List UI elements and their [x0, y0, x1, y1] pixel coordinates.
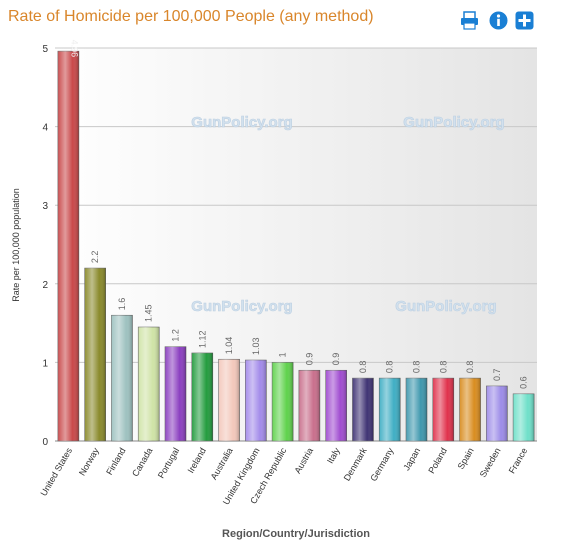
bar-shine: [379, 378, 401, 441]
bar-united-kingdom[interactable]: 1.03: [245, 338, 267, 442]
bar-czech-republic[interactable]: 1: [271, 352, 294, 442]
bar-norway[interactable]: 2.2: [84, 251, 106, 442]
bar-denmark[interactable]: 0.8: [352, 361, 374, 442]
bar-shine: [352, 378, 374, 441]
bar-shine: [165, 346, 186, 441]
bar-shine: [298, 370, 320, 441]
bar-italy[interactable]: 0.9: [325, 353, 347, 442]
value-label: 1: [278, 352, 288, 357]
category-label: Ireland: [186, 446, 208, 475]
category-label: Japan: [401, 446, 422, 472]
value-label: 0.8: [465, 361, 475, 374]
bar-finland[interactable]: 1.6: [111, 298, 133, 442]
bar-shine: [406, 378, 427, 441]
grid-lines: [55, 47, 537, 442]
bar-france[interactable]: 0.6: [512, 376, 535, 442]
bar-shine: [138, 327, 160, 441]
value-label: 0.9: [331, 353, 341, 366]
bar-shine: [57, 51, 79, 441]
category-label: Spain: [456, 446, 476, 471]
value-label: 1.03: [251, 338, 261, 356]
bar-ireland[interactable]: 1.12: [191, 330, 214, 442]
value-label: 1.04: [224, 337, 234, 355]
watermark-text: GunPolicy.org: [403, 114, 504, 131]
bar-japan[interactable]: 0.8: [405, 361, 428, 442]
value-label: 0.7: [492, 368, 502, 381]
category-label: Australia: [209, 446, 235, 481]
plus-icon[interactable]: [515, 11, 534, 30]
value-label: 0.8: [412, 361, 422, 374]
watermark-text: GunPolicy.org: [395, 298, 496, 315]
bar-shine: [191, 352, 213, 441]
bar-germany[interactable]: 0.8: [378, 361, 401, 442]
bar-shine: [245, 360, 267, 441]
value-label: 1.6: [117, 298, 127, 311]
category-label: Canada: [130, 446, 154, 478]
value-label: 0.8: [438, 361, 448, 374]
value-label: 0.6: [519, 376, 529, 389]
category-label: Sweden: [478, 446, 503, 479]
value-label: 2.2: [90, 251, 100, 264]
y-tick-labels: 0 1 2 3 4 5: [42, 44, 48, 448]
y-tick-label: 0: [42, 437, 48, 448]
value-label: 1.45: [144, 304, 154, 322]
y-tick-label: 1: [42, 358, 48, 369]
info-icon[interactable]: [489, 11, 508, 30]
category-label: Germany: [368, 446, 395, 483]
bar-sweden[interactable]: 0.7: [486, 368, 508, 442]
category-label: Italy: [325, 446, 342, 466]
y-axis-label: Rate per 100,000 population: [11, 188, 21, 302]
bar-shine: [513, 393, 535, 441]
category-label: Norway: [77, 446, 101, 478]
bar-spain[interactable]: 0.8: [459, 361, 481, 442]
bar-canada[interactable]: 1.45: [137, 304, 160, 442]
value-label: 1.2: [171, 329, 181, 342]
value-label: 0.9: [304, 353, 314, 366]
plot-area: [55, 48, 537, 441]
chart-title: Rate of Homicide per 100,000 People (any…: [8, 8, 374, 25]
bar-poland[interactable]: 0.8: [432, 361, 455, 442]
bar-shine: [325, 370, 347, 441]
bar-shine: [432, 378, 454, 441]
bar-shine: [459, 378, 481, 441]
bar-shine: [84, 268, 106, 441]
watermarks: GunPolicy.org GunPolicy.org GunPolicy.org G…: [191, 114, 505, 316]
category-label: Finland: [104, 446, 127, 477]
watermark-text: GunPolicy.org: [191, 114, 292, 131]
category-label: Denmark: [342, 446, 369, 483]
bar-united-states[interactable]: 4.96: [57, 40, 79, 442]
value-label: 1.12: [197, 330, 207, 348]
y-tick-label: 3: [42, 201, 48, 212]
watermark-text: GunPolicy.org: [191, 298, 292, 315]
bar-shine: [272, 362, 294, 441]
x-tick-labels: United States Norway Finland Canada Portugal…: [38, 446, 529, 507]
bar-portugal[interactable]: 1.2: [164, 329, 187, 442]
category-label: France: [507, 446, 530, 475]
value-label: 0.8: [385, 361, 395, 374]
category-label: Austria: [292, 446, 315, 475]
y-tick-label: 2: [42, 280, 48, 291]
bar-shine: [486, 385, 508, 441]
category-label: Poland: [426, 446, 449, 475]
bars: 4.96 2.2 1.6 1.45 1.2 1.12 1.04 1.03 1 0.9 0.9 0.8 0…: [57, 40, 535, 442]
bar-australia[interactable]: 1.04: [218, 337, 240, 442]
y-tick-label: 5: [42, 44, 48, 55]
y-tick-label: 4: [42, 123, 48, 134]
bar-shine: [111, 315, 133, 441]
bar-austria[interactable]: 0.9: [298, 353, 321, 442]
value-label: 0.8: [358, 361, 368, 374]
printer-icon[interactable]: [460, 11, 479, 30]
x-axis-label: Region/Country/Jurisdiction: [222, 528, 370, 540]
bar-shine: [218, 359, 240, 441]
value-label: 4.96: [69, 40, 79, 58]
category-label: Portugal: [156, 446, 181, 480]
category-label: United States: [38, 446, 74, 498]
